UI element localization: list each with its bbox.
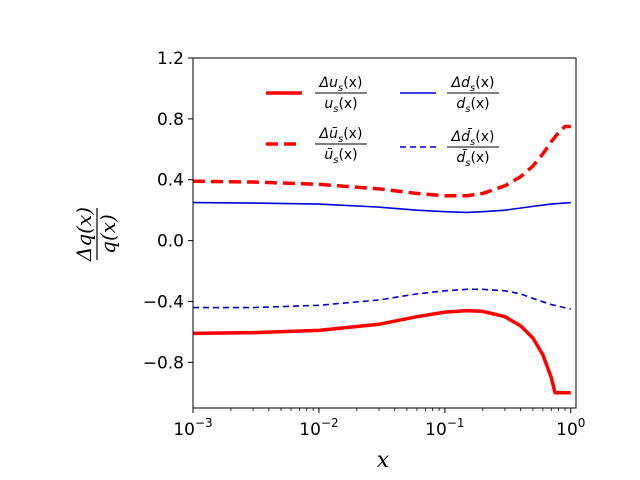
series-line-ubar xyxy=(193,124,571,198)
legend-denominator: us(x) xyxy=(324,96,357,115)
y-tick-label: 0.8 xyxy=(157,110,184,130)
x-tick-label: 100 xyxy=(556,416,585,440)
legend-numerator: Δūs(x) xyxy=(319,126,363,145)
y-axis-label-numerator: Δq(x) xyxy=(72,207,96,262)
x-axis-label: x xyxy=(377,448,390,473)
y-axis-label-denominator: q(x) xyxy=(96,214,120,254)
legend-numerator: Δd̄s(x) xyxy=(451,127,495,148)
x-tick-label: 10−1 xyxy=(425,416,464,440)
ticks-layer: 1.2 0.8 0.4 0.0 −0.4 −0.8 10−3 10−2 10−1 100 xyxy=(143,49,586,440)
legend-entry-ubar: Δūs(x) ūs(x) xyxy=(266,126,367,166)
y-tick-label: 1.2 xyxy=(157,49,184,69)
series-layer xyxy=(193,124,571,395)
legend-entry-us: Δus(x) us(x) xyxy=(266,75,367,115)
y-tick-label: −0.4 xyxy=(143,292,184,312)
legend-entry-ds: Δds(x) ds(x) xyxy=(400,75,499,115)
y-axis-label: Δq(x) q(x) xyxy=(72,207,120,262)
legend-denominator: d̄s(x) xyxy=(456,148,489,169)
x-tick-label: 10−2 xyxy=(299,416,338,440)
y-tick-label: −0.8 xyxy=(143,353,184,373)
x-tick-label: 10−3 xyxy=(173,416,212,440)
series-line-ds xyxy=(193,201,571,214)
series-line-dbar xyxy=(193,288,571,310)
legend-numerator: Δus(x) xyxy=(319,75,363,94)
legend-denominator: ūs(x) xyxy=(324,147,357,166)
legend-numerator: Δds(x) xyxy=(451,75,495,94)
legend-denominator: ds(x) xyxy=(456,96,489,115)
legend-entry-dbar: Δd̄s(x)d̄s(x) xyxy=(400,127,499,169)
y-tick-label: 0.4 xyxy=(157,171,184,191)
plot-frame xyxy=(192,57,577,409)
series-line-us xyxy=(193,308,571,395)
legend: Δus(x) us(x) Δds(x) ds(x) Δūs(x) ūs(x) Δd̄s(x)… xyxy=(266,75,499,169)
y-tick-label: 0.0 xyxy=(157,232,184,252)
